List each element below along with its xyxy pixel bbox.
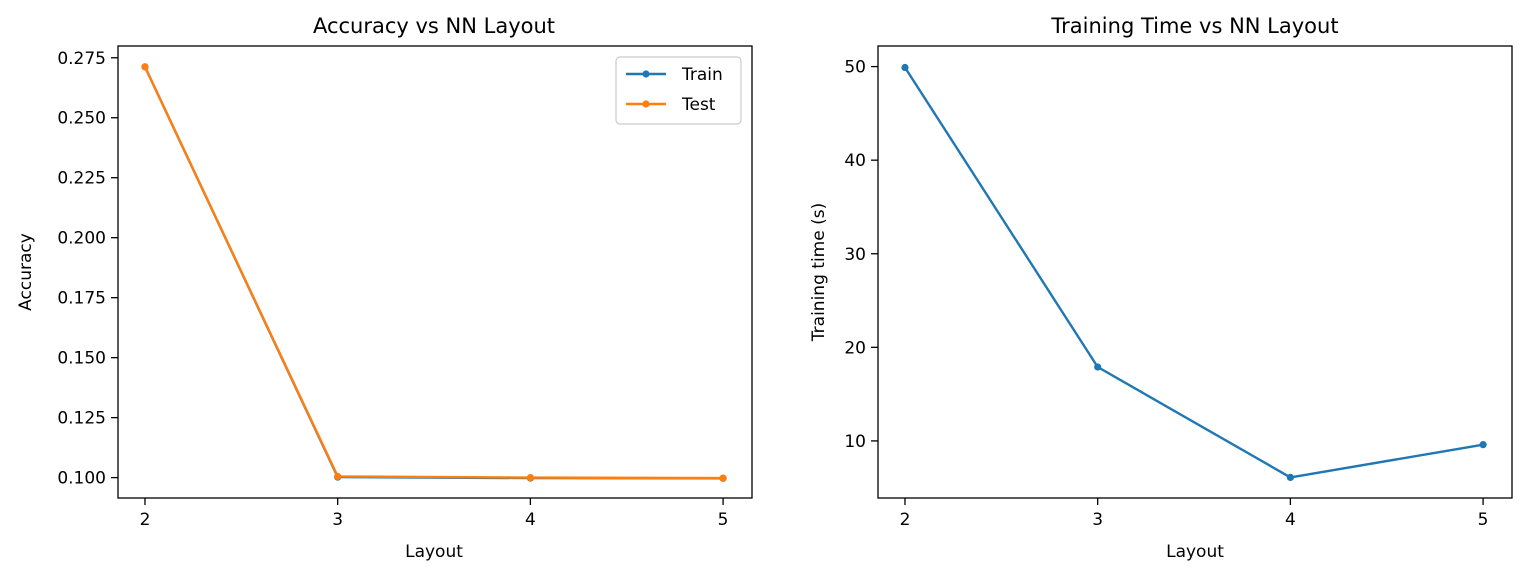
training-time-chart-xtick-label: 2: [900, 510, 911, 530]
training-time-chart-series-point: [1479, 441, 1487, 449]
accuracy-chart-train-line: [143, 65, 725, 480]
accuracy-chart-legend-label: Train: [681, 65, 723, 85]
accuracy-chart-ytick-label: 0.125: [57, 409, 106, 429]
accuracy-chart-test-point: [334, 472, 342, 481]
accuracy-chart-ytick-label: 0.200: [57, 229, 106, 249]
training-time-chart-xtick-label: 4: [1285, 510, 1296, 530]
accuracy-chart-xlabel: Layout: [405, 542, 463, 562]
accuracy-chart-series: [141, 63, 727, 482]
accuracy-chart-ytick-label: 0.175: [57, 289, 106, 309]
training-time-chart-ytick-label: 50: [844, 58, 866, 78]
accuracy-chart-ytick-label: 0.150: [57, 349, 106, 369]
training-time-chart-series-point: [1286, 473, 1294, 482]
accuracy-chart-ytick-label: 0.225: [57, 169, 106, 189]
training-time-chart-ytick-label: 40: [844, 151, 866, 171]
accuracy-chart-ytick-label: 0.275: [57, 49, 106, 69]
accuracy-chart-xtick-label: 3: [332, 510, 343, 530]
accuracy-chart-legend-label: Test: [681, 95, 716, 115]
training-time-chart: Training Time vs NN Layout Layout Traini…: [809, 14, 1513, 562]
training-time-chart-frame: [877, 45, 1513, 499]
training-time-chart-series: [901, 63, 1487, 482]
accuracy-chart-test-point: [526, 474, 534, 482]
training-time-chart-ytick-label: 30: [844, 245, 866, 265]
training-time-chart-series-line: [903, 66, 1485, 479]
accuracy-chart-test-point: [719, 474, 727, 482]
accuracy-chart-ticks: 2 3 4 5 0.100 0.125 0.150 0.175 0.200 0.225 0.250 0…: [57, 49, 728, 530]
accuracy-chart-title: Accuracy vs NN Layout: [313, 14, 555, 38]
training-time-chart-ticks: 2 3 4 5 10 20 30 40 50: [844, 58, 1488, 530]
training-time-chart-xtick-label: 5: [1478, 510, 1489, 530]
training-time-chart-ytick-label: 20: [844, 338, 866, 358]
accuracy-chart-ytick-label: 0.250: [57, 109, 106, 129]
accuracy-chart-frame: [117, 45, 753, 499]
training-time-chart-xlabel: Layout: [1166, 542, 1224, 562]
training-time-chart-xtick-label: 3: [1092, 510, 1103, 530]
accuracy-chart-test-line: [143, 65, 725, 480]
accuracy-chart-legend-marker: [642, 70, 650, 78]
accuracy-chart-xtick-label: 2: [140, 510, 151, 530]
accuracy-chart-ylabel: Accuracy: [16, 233, 36, 311]
training-time-chart-series-point: [1094, 363, 1102, 371]
training-time-chart-series-point: [901, 63, 909, 72]
accuracy-chart-xtick-label: 4: [525, 510, 536, 530]
training-time-chart-ytick-label: 10: [844, 432, 866, 452]
accuracy-chart-xtick-label: 5: [718, 510, 729, 530]
accuracy-chart-legend: Train Test: [615, 56, 742, 125]
training-time-chart-title: Training Time vs NN Layout: [1050, 14, 1338, 38]
accuracy-chart: Accuracy vs NN Layout Layout Accuracy 2 3…: [16, 14, 753, 562]
training-time-chart-ylabel: Training time (s): [809, 203, 829, 342]
accuracy-chart-legend-marker: [642, 100, 650, 108]
accuracy-chart-ytick-label: 0.100: [57, 469, 106, 489]
accuracy-chart-test-point: [141, 63, 149, 71]
